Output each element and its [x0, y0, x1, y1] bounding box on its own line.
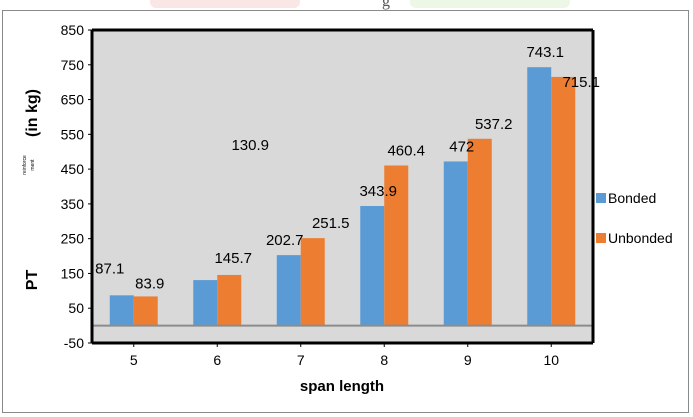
cropped-header-fragment: g — [150, 0, 570, 14]
header-fragment-text: g — [382, 0, 390, 10]
data-label-bonded-8: 343.9 — [359, 183, 397, 200]
data-labels: 87.1 83.9 130.9 145.7 202.7 251.5 343.9 460.4 47… — [95, 44, 600, 292]
data-label-bonded-9: 472 — [449, 138, 474, 155]
y-axis-unit: (in kg) — [24, 89, 41, 137]
y-tick-label: 250 — [61, 231, 85, 247]
y-tick-label: 850 — [61, 22, 85, 38]
data-label-bonded-6: 130.9 — [231, 137, 269, 154]
y-axis-title: PT — [24, 270, 41, 291]
x-tick-label: 6 — [213, 352, 221, 368]
bar-unbonded-10 — [551, 76, 576, 326]
y-tick-label: 650 — [61, 92, 85, 108]
x-tick-label: 8 — [380, 352, 388, 368]
bar-bonded-6 — [193, 280, 218, 326]
y-tick-label: 150 — [61, 265, 85, 281]
y-axis-title-pt: PT — [24, 270, 41, 291]
bar-bonded-10 — [527, 67, 552, 326]
bar-bonded-5 — [109, 295, 134, 326]
data-label-unbonded-10: 715.1 — [562, 74, 600, 91]
bar-bonded-9 — [443, 161, 468, 326]
data-label-bonded-5: 87.1 — [95, 260, 124, 277]
x-tick-label: 5 — [130, 352, 138, 368]
y-axis-title-unit-group: (in kg) — [24, 89, 41, 137]
data-label-unbonded-6: 145.7 — [214, 250, 252, 267]
y-tick-label: -50 — [64, 335, 84, 351]
x-axis-ticks: 5 6 7 8 9 10 — [130, 343, 559, 368]
y-axis-small-text-2: ment — [30, 159, 36, 171]
legend-label-bonded: Bonded — [608, 190, 656, 206]
data-label-unbonded-9: 537.2 — [475, 116, 513, 133]
legend-swatch-unbonded — [596, 233, 606, 243]
x-axis-title: span length — [300, 378, 384, 395]
y-axis-small-note-2: ment — [30, 159, 36, 171]
bar-unbonded-5 — [133, 296, 158, 326]
data-label-unbonded-5: 83.9 — [135, 275, 164, 292]
bar-bonded-7 — [276, 255, 301, 326]
y-axis-small-text-1: reinforce — [22, 155, 28, 175]
data-label-bonded-7: 202.7 — [266, 232, 304, 249]
y-tick-label: 550 — [61, 126, 85, 142]
y-tick-label: 350 — [61, 196, 85, 212]
bar-unbonded-9 — [467, 138, 492, 326]
x-tick-label: 7 — [297, 352, 305, 368]
legend: Bonded Unbonded — [596, 190, 673, 246]
legend-label-unbonded: Unbonded — [608, 230, 673, 246]
plot-area — [92, 30, 593, 343]
bar-unbonded-8 — [384, 165, 409, 326]
y-axis-ticks: -50 50 150 250 350 450 550 650 750 850 — [61, 22, 92, 351]
y-tick-label: 750 — [61, 57, 85, 73]
x-tick-label: 10 — [543, 352, 559, 368]
legend-swatch-bonded — [596, 193, 606, 203]
bar-marks — [109, 67, 576, 326]
x-tick-label: 9 — [464, 352, 472, 368]
data-label-unbonded-7: 251.5 — [312, 215, 350, 232]
y-tick-label: 50 — [68, 300, 84, 316]
bar-unbonded-6 — [217, 274, 242, 326]
bar-unbonded-7 — [300, 238, 325, 326]
y-axis-small-note-1: reinforce — [22, 155, 28, 175]
bar-bonded-8 — [360, 206, 385, 326]
data-label-bonded-10: 743.1 — [526, 44, 564, 61]
data-label-unbonded-8: 460.4 — [387, 142, 425, 159]
y-tick-label: 450 — [61, 161, 85, 177]
